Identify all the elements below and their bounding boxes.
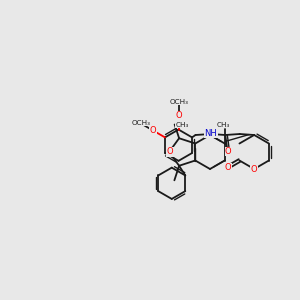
Text: NH: NH <box>204 128 217 137</box>
Text: OCH₃: OCH₃ <box>170 99 189 105</box>
Text: CH₃: CH₃ <box>176 122 189 128</box>
Text: O: O <box>251 166 257 175</box>
Text: O: O <box>225 164 232 172</box>
Text: O: O <box>167 148 173 157</box>
Text: O: O <box>150 125 156 134</box>
Text: CH₃: CH₃ <box>217 122 230 128</box>
Text: OCH₃: OCH₃ <box>131 120 150 126</box>
Text: O: O <box>225 147 232 156</box>
Text: O: O <box>175 111 182 120</box>
